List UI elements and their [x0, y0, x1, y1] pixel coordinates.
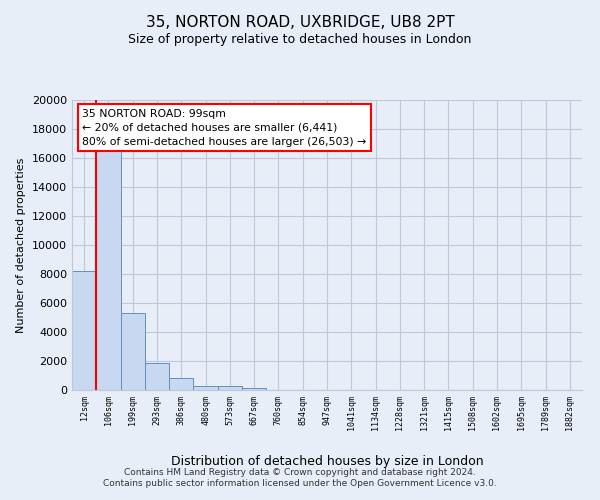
Bar: [96, 150, 121, 390]
Bar: [218, 386, 242, 390]
Bar: [242, 388, 266, 390]
Text: Contains HM Land Registry data © Crown copyright and database right 2024.
Contai: Contains HM Land Registry data © Crown c…: [103, 468, 497, 487]
Bar: [121, 313, 145, 390]
Text: 35 NORTON ROAD: 99sqm
← 20% of detached houses are smaller (6,441)
80% of semi-d: 35 NORTON ROAD: 99sqm ← 20% of detached …: [82, 108, 367, 146]
Text: Size of property relative to detached houses in London: Size of property relative to detached ho…: [128, 32, 472, 46]
Bar: [169, 378, 193, 390]
Bar: [72, 271, 96, 390]
Y-axis label: Number of detached properties: Number of detached properties: [16, 158, 26, 332]
Bar: [145, 363, 169, 390]
Text: Distribution of detached houses by size in London: Distribution of detached houses by size …: [170, 454, 484, 468]
Bar: [193, 386, 218, 390]
Text: 35, NORTON ROAD, UXBRIDGE, UB8 2PT: 35, NORTON ROAD, UXBRIDGE, UB8 2PT: [146, 15, 454, 30]
